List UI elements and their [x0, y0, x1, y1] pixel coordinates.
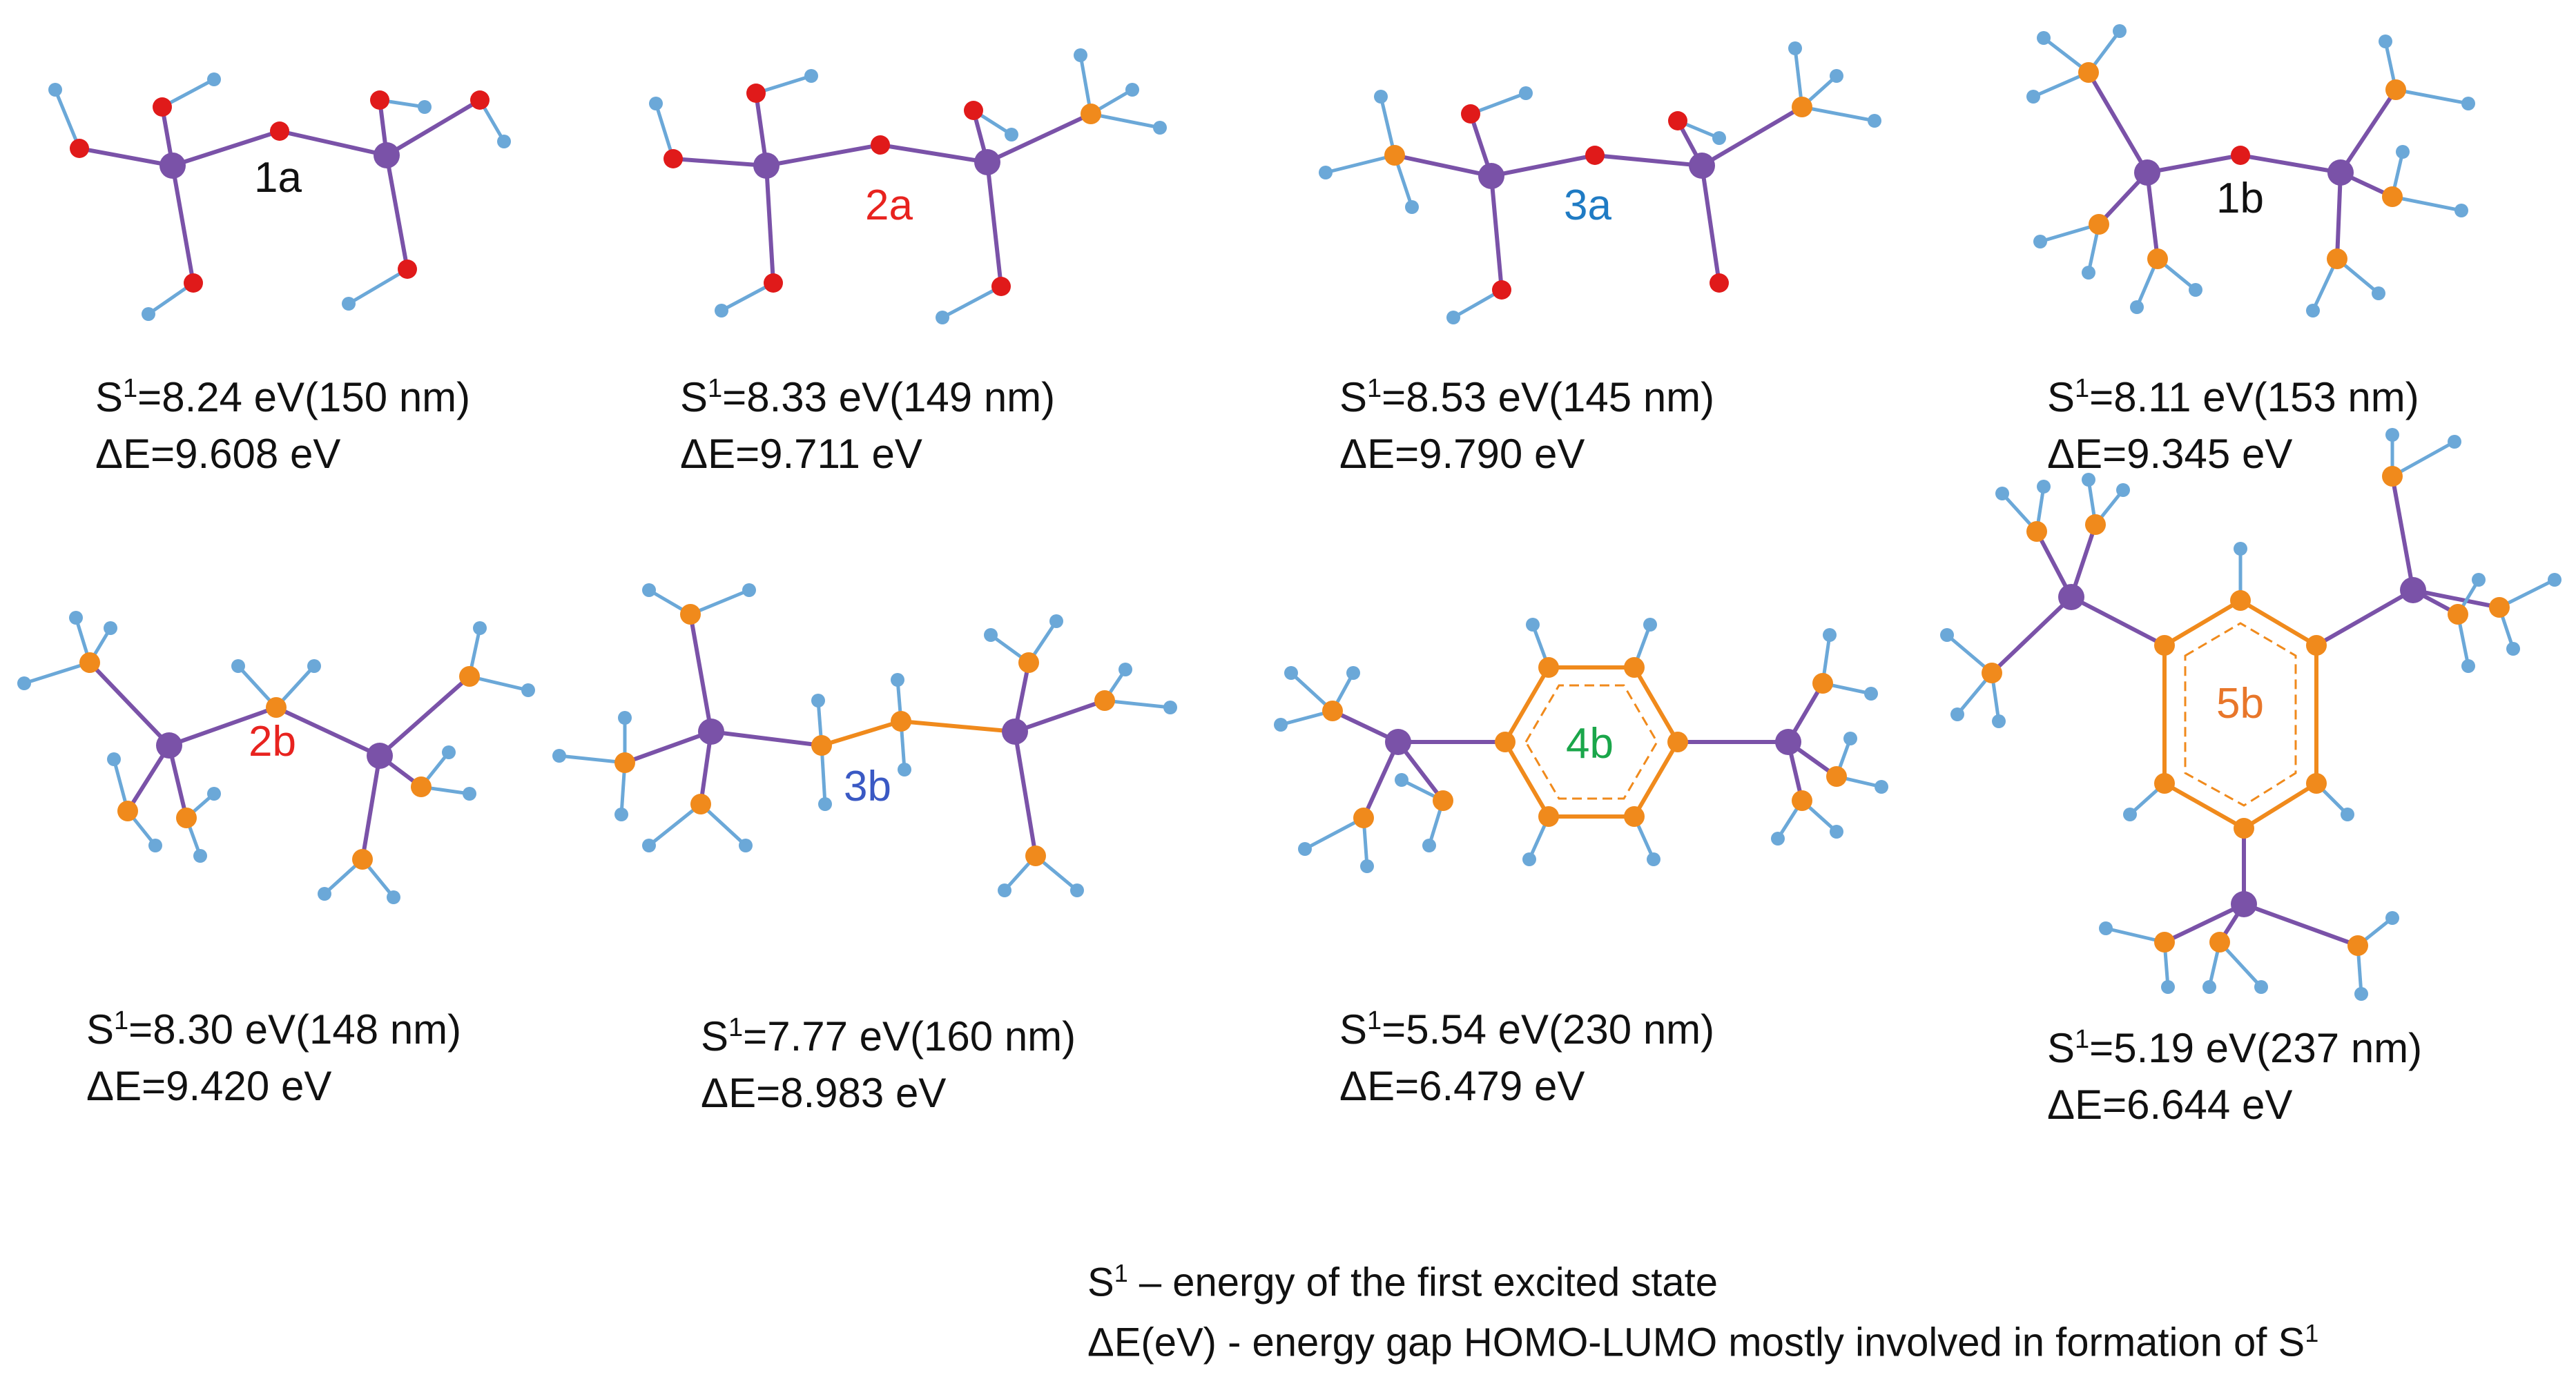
gap-value-line: ΔE=9.420 eV	[86, 1063, 332, 1109]
gap-value: 9.711 eV	[759, 431, 922, 477]
properties-3b: S1=7.77 eV(160 nm) ΔE=8.983 eV	[701, 999, 1076, 1122]
molecule-2b	[17, 611, 535, 904]
molecule-5b	[1940, 428, 2562, 1001]
molecule-label-3b: 3b	[844, 763, 891, 810]
s1-value: 7.77 eV(160 nm)	[767, 1013, 1076, 1059]
properties-1b: S1=8.11 eV(153 nm) ΔE=9.345 eV	[2047, 360, 2419, 482]
gap-value: 9.345 eV	[2127, 431, 2293, 477]
s1-value: 8.30 eV(148 nm)	[153, 1006, 462, 1053]
gap-value: 8.983 eV	[780, 1070, 947, 1116]
s1-value: 5.54 eV(230 nm)	[1406, 1006, 1715, 1053]
properties-2a: S1=8.33 eV(149 nm) ΔE=9.711 eV	[680, 360, 1055, 482]
molecule-label-3a: 3a	[1564, 182, 1611, 229]
gap-value-line: ΔE=6.479 eV	[1339, 1063, 1585, 1109]
s1-value-line: S1=8.53 eV(145 nm)	[1339, 374, 1715, 420]
gap-value-line: ΔE=9.790 eV	[1339, 431, 1585, 477]
molecule-label-2b: 2b	[249, 718, 296, 765]
properties-1a: S1=8.24 eV(150 nm) ΔE=9.608 eV	[95, 360, 470, 482]
properties-5b: S1=5.19 eV(237 nm) ΔE=6.644 eV	[2047, 1011, 2422, 1133]
molecule-label-5b: 5b	[2216, 680, 2264, 727]
s1-value: 8.53 eV(145 nm)	[1406, 374, 1715, 420]
gap-value-line: ΔE=9.608 eV	[95, 431, 341, 477]
s1-value: 8.24 eV(150 nm)	[162, 374, 471, 420]
s1-value-line: S1=8.33 eV(149 nm)	[680, 374, 1056, 420]
gap-value-line: ΔE=9.345 eV	[2047, 431, 2293, 477]
molecule-1b	[2026, 24, 2475, 318]
gap-value: 9.420 eV	[166, 1063, 332, 1109]
gap-value: 6.479 eV	[1419, 1063, 1585, 1109]
molecule-1a	[48, 72, 511, 321]
properties-4b: S1=5.54 eV(230 nm) ΔE=6.479 eV	[1339, 993, 1714, 1115]
s1-value-line: S1=8.11 eV(153 nm)	[2047, 374, 2419, 420]
molecule-4b	[1274, 618, 1888, 873]
gap-value: 6.644 eV	[2127, 1082, 2293, 1128]
properties-2b: S1=8.30 eV(148 nm) ΔE=9.420 eV	[86, 993, 461, 1115]
properties-3a: S1=8.53 eV(145 nm) ΔE=9.790 eV	[1339, 360, 1714, 482]
molecule-label-4b: 4b	[1566, 720, 1614, 768]
gap-value: 9.790 eV	[1419, 431, 1585, 477]
s1-value-line: S1=8.24 eV(150 nm)	[95, 374, 471, 420]
molecule-3a	[1319, 41, 1881, 324]
legend: S1 – energy of the first excited state Δ…	[1087, 1248, 2318, 1369]
molecule-label-1a: 1a	[254, 154, 302, 202]
legend-s1-definition: S1 – energy of the first excited state	[1087, 1259, 1718, 1305]
gap-value-line: ΔE=8.983 eV	[701, 1070, 947, 1116]
s1-value: 8.33 eV(149 nm)	[746, 374, 1056, 420]
molecule-2a	[649, 48, 1167, 324]
gap-value-line: ΔE=9.711 eV	[680, 431, 922, 477]
s1-value: 8.11 eV(153 nm)	[2113, 374, 2419, 420]
gap-value-line: ΔE=6.644 eV	[2047, 1082, 2293, 1128]
s1-value-line: S1=7.77 eV(160 nm)	[701, 1013, 1076, 1059]
gap-value: 9.608 eV	[175, 431, 341, 477]
s1-value-line: S1=8.30 eV(148 nm)	[86, 1006, 462, 1053]
s1-value-line: S1=5.54 eV(230 nm)	[1339, 1006, 1715, 1053]
s1-value-line: S1=5.19 eV(237 nm)	[2047, 1025, 2423, 1071]
legend-gap-definition: ΔE(eV) - energy gap HOMO-LUMO mostly inv…	[1087, 1319, 2319, 1365]
molecule-3b	[552, 583, 1177, 897]
molecule-label-1b: 1b	[2216, 175, 2264, 222]
molecule-label-2a: 2a	[865, 182, 913, 229]
s1-value: 5.19 eV(237 nm)	[2113, 1025, 2423, 1071]
